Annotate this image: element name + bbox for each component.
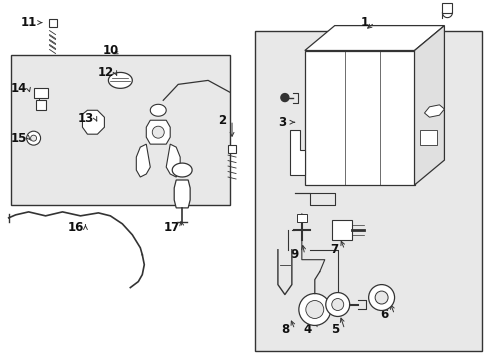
Polygon shape xyxy=(290,130,305,175)
Polygon shape xyxy=(305,26,444,50)
Circle shape xyxy=(152,126,164,138)
Polygon shape xyxy=(174,180,190,208)
Circle shape xyxy=(375,291,388,304)
Text: 7: 7 xyxy=(331,243,339,256)
Bar xyxy=(255,31,482,351)
Bar xyxy=(11,55,230,205)
Text: 8: 8 xyxy=(281,323,289,336)
Text: 15: 15 xyxy=(10,132,27,145)
Text: 17: 17 xyxy=(164,221,180,234)
Circle shape xyxy=(332,298,343,310)
Text: 6: 6 xyxy=(380,308,389,321)
Text: 2: 2 xyxy=(218,114,226,127)
Bar xyxy=(332,220,352,240)
Bar xyxy=(34,88,48,98)
Polygon shape xyxy=(147,120,170,144)
Text: 1: 1 xyxy=(361,16,368,29)
Bar xyxy=(36,100,46,110)
Text: 14: 14 xyxy=(10,82,27,95)
Polygon shape xyxy=(415,26,444,185)
Bar xyxy=(419,130,438,145)
Polygon shape xyxy=(166,144,180,177)
Polygon shape xyxy=(442,3,452,13)
Circle shape xyxy=(281,94,289,102)
Circle shape xyxy=(30,135,37,141)
Circle shape xyxy=(368,285,394,310)
Polygon shape xyxy=(82,110,104,134)
Polygon shape xyxy=(172,163,192,177)
Text: 13: 13 xyxy=(77,112,94,125)
Text: 5: 5 xyxy=(331,323,339,336)
Circle shape xyxy=(326,293,350,316)
Bar xyxy=(297,214,307,222)
Bar xyxy=(305,50,415,185)
Text: 4: 4 xyxy=(304,323,312,336)
Polygon shape xyxy=(424,105,444,117)
Polygon shape xyxy=(136,144,150,177)
Circle shape xyxy=(306,301,324,319)
Text: 9: 9 xyxy=(291,248,299,261)
Circle shape xyxy=(26,131,41,145)
Text: 10: 10 xyxy=(102,44,119,57)
Bar xyxy=(228,145,236,153)
Text: 12: 12 xyxy=(98,66,114,79)
Polygon shape xyxy=(150,104,166,116)
Text: 3: 3 xyxy=(278,116,286,129)
Bar xyxy=(49,19,56,27)
Circle shape xyxy=(299,293,331,325)
Polygon shape xyxy=(108,72,132,88)
Text: 11: 11 xyxy=(21,16,37,29)
Text: 16: 16 xyxy=(67,221,84,234)
